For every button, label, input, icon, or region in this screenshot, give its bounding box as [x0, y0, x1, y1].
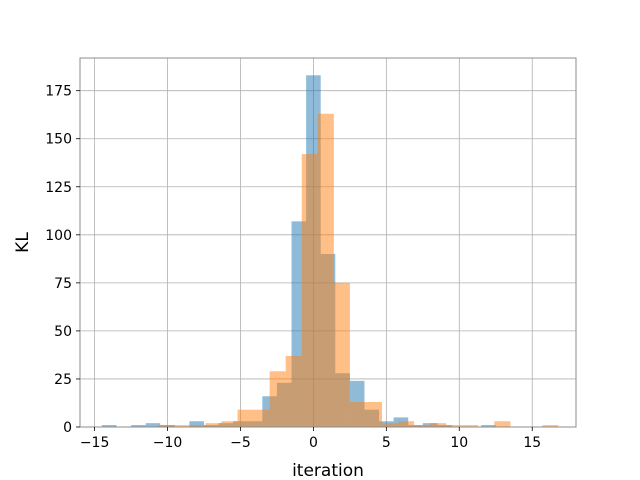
y-tick-label: 25 — [54, 372, 72, 388]
x-tick-label: 10 — [450, 435, 468, 451]
histogram-bar-series-1 — [481, 425, 496, 427]
histogram-bar-series-2 — [333, 282, 350, 427]
histogram-bar-series-2 — [253, 409, 270, 427]
histogram-bar-series-2 — [173, 425, 190, 427]
y-axis-label: KL — [13, 232, 33, 253]
histogram-bar-series-2 — [157, 425, 174, 427]
histogram-bar-series-2 — [365, 402, 382, 427]
histogram-bar-series-2 — [285, 355, 302, 427]
histogram-bar-series-2 — [237, 409, 254, 427]
x-tick-label: 15 — [523, 435, 541, 451]
histogram-bar-series-2 — [317, 113, 334, 427]
y-tick-label: 100 — [45, 228, 72, 244]
x-axis-label: iteration — [292, 461, 364, 480]
histogram-bars — [101, 75, 559, 427]
y-tick-label: 125 — [45, 180, 72, 196]
histogram-bar-series-2 — [301, 154, 318, 427]
x-tick-label: −10 — [153, 435, 183, 451]
histogram-bar-series-2 — [446, 425, 463, 427]
histogram-bar-series-1 — [189, 421, 204, 427]
y-tick-label: 50 — [54, 324, 72, 340]
histogram-bar-series-1 — [131, 425, 146, 427]
histogram-bar-series-2 — [414, 425, 431, 427]
histogram-bar-series-2 — [462, 425, 479, 427]
histogram-bar-series-2 — [205, 423, 222, 427]
histogram-bar-series-1 — [145, 423, 161, 427]
x-tick-label: 5 — [382, 435, 391, 451]
histogram-bar-series-2 — [381, 423, 399, 427]
histogram-bar-series-2 — [189, 425, 206, 427]
histogram-bar-series-2 — [349, 402, 366, 427]
histogram-bar-series-2 — [221, 421, 238, 427]
histogram-bar-series-2 — [542, 425, 559, 427]
y-tick-label: 150 — [45, 132, 72, 148]
y-tick-label: 0 — [63, 420, 72, 436]
histogram-bar-series-2 — [398, 421, 415, 427]
x-tick-label: −15 — [80, 435, 110, 451]
x-tick-label: 0 — [309, 435, 318, 451]
histogram-bar-series-2 — [430, 423, 447, 427]
x-tick-label: −5 — [230, 435, 251, 451]
plot-frame — [79, 57, 577, 428]
histogram-bar-series-2 — [269, 371, 286, 427]
histogram-bar-series-1 — [101, 425, 117, 427]
y-tick-label: 175 — [45, 84, 72, 100]
histogram-bar-series-2 — [494, 421, 511, 427]
y-tick-label: 75 — [54, 276, 72, 292]
